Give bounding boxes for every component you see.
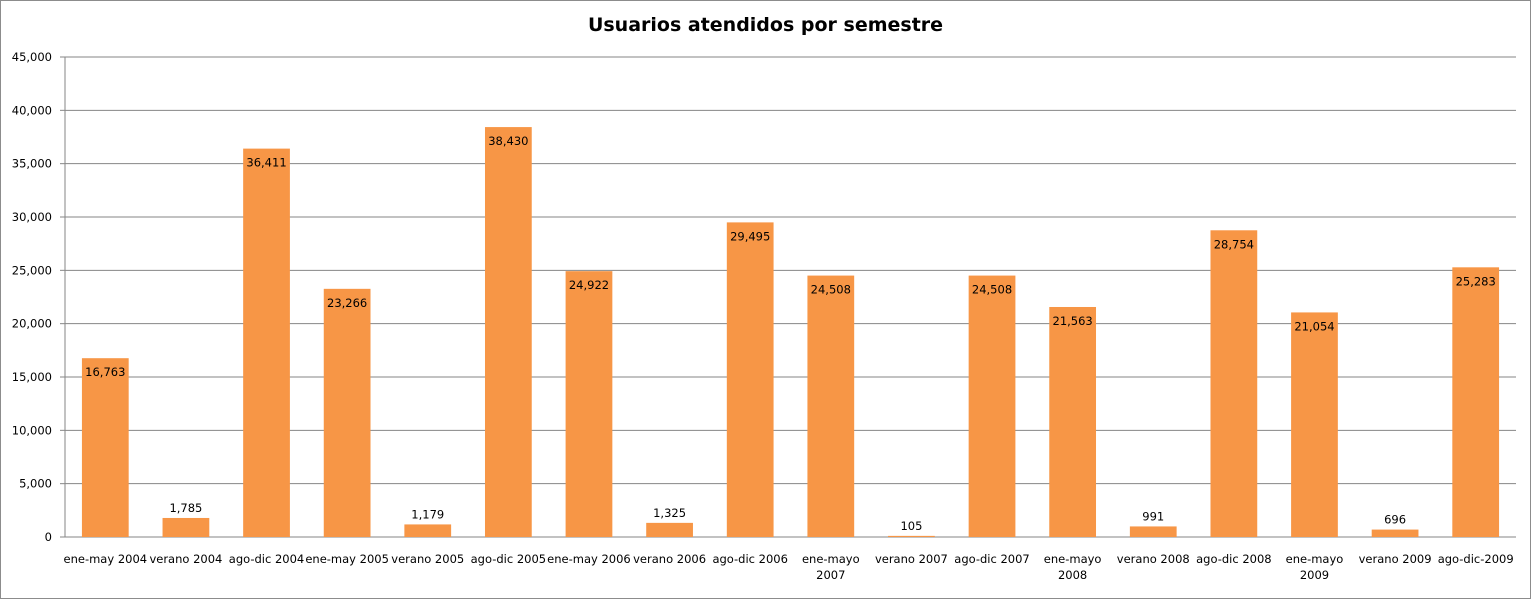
x-tick-label-line: verano 2007	[875, 552, 948, 566]
y-tick-label: 20,000	[12, 317, 52, 331]
data-label: 105	[900, 519, 922, 533]
bar	[1210, 230, 1258, 538]
y-tick-label: 30,000	[12, 210, 52, 224]
y-tick-label: 35,000	[12, 157, 52, 171]
x-tick-label: ago-dic 2006	[712, 552, 788, 566]
x-tick-label: verano 2004	[149, 552, 222, 566]
y-tick-label: 10,000	[12, 423, 52, 437]
x-tick-label: verano 2007	[875, 552, 948, 566]
x-tick-label-line: ene-mayo	[802, 552, 860, 566]
data-label: 25,283	[1456, 274, 1496, 288]
x-tick-label-line: ago-dic 2004	[229, 552, 305, 566]
bar	[1291, 312, 1338, 537]
x-tick-label: verano 2009	[1359, 552, 1432, 566]
x-tick-label: ene-mayo 2007	[802, 552, 860, 582]
bar	[968, 275, 1016, 537]
bar	[646, 522, 693, 537]
data-label: 36,411	[246, 156, 286, 170]
bar	[1452, 267, 1500, 537]
x-tick-label: ene-may 2004	[64, 552, 148, 566]
bar	[1049, 306, 1097, 537]
bar	[726, 222, 774, 538]
x-tick-label: ago-dic-2009	[1438, 552, 1514, 566]
x-tick-label-line: ene-may 2005	[305, 552, 389, 566]
x-tick-label: ene-mayo 2009	[1286, 552, 1344, 582]
x-tick-label: ago-dic 2007	[954, 552, 1030, 566]
x-tick-label: ene-mayo 2008	[1044, 552, 1102, 582]
x-tick-label: ago-dic 2008	[1196, 552, 1272, 566]
x-tick-label-line: 2008	[1058, 568, 1087, 582]
x-tick-label-line: verano 2005	[391, 552, 464, 566]
data-labels: 16,763 1,785 36,411 23,266 1,179 38,430 24,922…	[85, 134, 1496, 533]
x-tick-label: ago-dic 2005	[471, 552, 547, 566]
x-tick-label-line: ene-may 2004	[64, 552, 148, 566]
data-label: 24,922	[569, 278, 609, 292]
data-label: 24,508	[811, 283, 851, 297]
bar	[323, 288, 371, 537]
chart-title: Usuarios atendidos por semestre	[587, 14, 944, 36]
y-tick-label: 40,000	[12, 103, 52, 117]
y-tick-label: 15,000	[12, 370, 52, 384]
data-label: 16,763	[85, 365, 125, 379]
data-label: 21,054	[1294, 319, 1334, 333]
x-axis-tick-labels: ene-may 2004 verano 2004 ago-dic 2004 ene-m…	[64, 552, 1514, 582]
x-tick-label-line: ene-mayo	[1044, 552, 1102, 566]
y-tick-label: 0	[45, 530, 52, 544]
x-tick-label-line: verano 2004	[149, 552, 222, 566]
x-tick-label-line: ago-dic 2008	[1196, 552, 1272, 566]
x-tick-label-line: ene-mayo	[1286, 552, 1344, 566]
bar	[484, 127, 532, 537]
data-label: 38,430	[488, 134, 528, 148]
data-label: 24,508	[972, 283, 1012, 297]
y-axis-tick-labels: 0 5,000 10,000 15,000 20,000 25,000 30,000 35,0…	[12, 50, 52, 544]
x-tick-label: ene-may 2005	[305, 552, 389, 566]
bar	[81, 358, 129, 537]
x-tick-label-line: verano 2006	[633, 552, 706, 566]
data-label: 23,266	[327, 296, 367, 310]
x-tick-label-line: ene-may 2006	[547, 552, 631, 566]
x-tick-label-line: ago-dic 2006	[712, 552, 788, 566]
data-label: 696	[1384, 513, 1406, 527]
bar	[162, 517, 210, 537]
x-tick-label: verano 2005	[391, 552, 464, 566]
x-tick-label-line: ago-dic 2005	[471, 552, 547, 566]
y-tick-label: 45,000	[12, 50, 52, 64]
bars	[81, 127, 1500, 538]
data-label: 991	[1142, 509, 1164, 523]
x-tick-label: verano 2008	[1117, 552, 1190, 566]
bar	[807, 275, 855, 537]
x-tick-label-line: ago-dic 2007	[954, 552, 1030, 566]
data-label: 1,179	[411, 507, 444, 521]
data-label: 28,754	[1214, 237, 1254, 251]
x-tick-label-line: 2007	[816, 568, 845, 582]
data-label: 29,495	[730, 229, 770, 243]
x-tick-label-line: verano 2008	[1117, 552, 1190, 566]
gridlines	[60, 56, 1516, 538]
x-tick-label-line: 2009	[1300, 568, 1329, 582]
bar	[1371, 529, 1419, 537]
x-tick-label-line: ago-dic-2009	[1438, 552, 1514, 566]
x-tick-label: verano 2006	[633, 552, 706, 566]
data-label: 1,325	[653, 506, 686, 520]
x-tick-label-line: verano 2009	[1359, 552, 1432, 566]
bar	[888, 535, 935, 537]
bar	[404, 524, 452, 537]
x-tick-label: ago-dic 2004	[229, 552, 305, 566]
y-tick-label: 25,000	[12, 263, 52, 277]
bar	[243, 148, 290, 537]
bar	[565, 271, 613, 537]
y-tick-label: 5,000	[19, 477, 52, 491]
data-label: 21,563	[1053, 314, 1093, 328]
x-tick-label: ene-may 2006	[547, 552, 631, 566]
data-label: 1,785	[169, 501, 202, 515]
bar	[1129, 526, 1177, 537]
